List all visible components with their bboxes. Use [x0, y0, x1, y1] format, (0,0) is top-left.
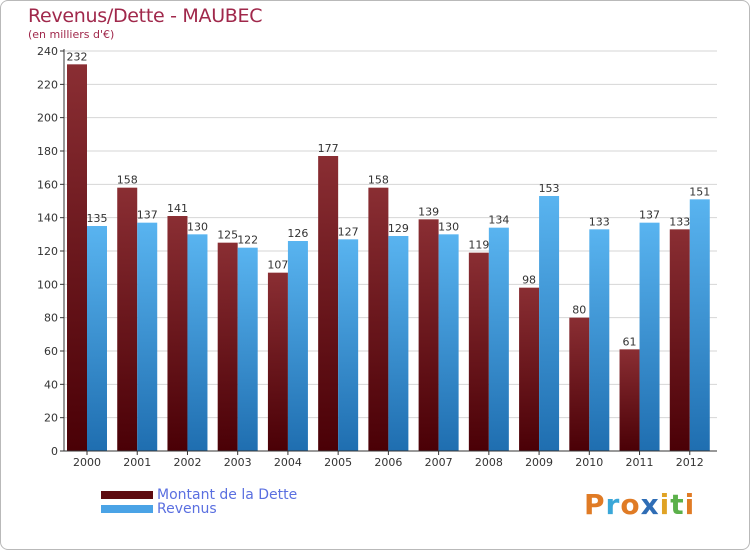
y-tick-label: 240	[37, 45, 58, 58]
y-tick-label: 180	[37, 145, 58, 158]
legend-item-revenus: Revenus	[101, 501, 217, 517]
data-label-dette-2005: 177	[318, 142, 339, 155]
bar-dette-2010	[569, 317, 590, 451]
data-label-revenus-2000: 135	[87, 212, 108, 225]
x-tick-label-2012: 2012	[676, 456, 704, 469]
data-label-revenus-2006: 129	[388, 222, 409, 235]
x-tick-label-2002: 2002	[173, 456, 201, 469]
legend-label-dette: Montant de la Dette	[157, 487, 298, 503]
bar-dette-2006	[368, 187, 389, 451]
x-tick-label-2003: 2003	[224, 456, 252, 469]
y-tick-label: 40	[44, 378, 58, 391]
data-label-dette-2008: 119	[468, 239, 489, 252]
bar-dette-2001	[117, 187, 138, 451]
brand-letter: o	[620, 488, 641, 521]
x-tick-label-2001: 2001	[123, 456, 151, 469]
bar-revenus-2005	[338, 239, 359, 451]
bar-dette-2002	[167, 216, 188, 451]
bar-revenus-2004	[287, 241, 308, 451]
x-tick-label-2010: 2010	[575, 456, 603, 469]
data-label-revenus-2003: 122	[237, 234, 258, 247]
y-tick-label: 100	[37, 278, 58, 291]
x-tick-label-2004: 2004	[274, 456, 302, 469]
bar-dette-2000	[67, 64, 87, 452]
y-tick-label: 0	[51, 445, 58, 458]
y-tick-label: 220	[37, 78, 58, 91]
data-label-revenus-2004: 126	[287, 227, 308, 240]
legend-item-dette: Montant de la Dette	[101, 487, 298, 503]
brand-logo: Proxiti	[584, 488, 695, 521]
x-tick-label-2009: 2009	[525, 456, 553, 469]
x-tick-label-2011: 2011	[626, 456, 654, 469]
data-label-dette-2011: 61	[623, 335, 637, 348]
data-label-revenus-2005: 127	[338, 225, 359, 238]
bar-revenus-2011	[639, 222, 660, 451]
bar-revenus-2000	[87, 226, 107, 451]
data-label-dette-2001: 158	[117, 174, 138, 187]
data-label-dette-2000: 232	[67, 50, 88, 63]
bar-revenus-2003	[237, 247, 258, 451]
x-tick-label-2005: 2005	[324, 456, 352, 469]
x-tick-label-2008: 2008	[475, 456, 503, 469]
bar-revenus-2001	[137, 222, 158, 451]
data-label-revenus-2012: 151	[689, 185, 710, 198]
data-label-dette-2003: 125	[217, 229, 238, 242]
chart-subtitle: (en milliers d'€)	[28, 28, 115, 41]
bar-dette-2012	[669, 229, 690, 451]
chart-title: Revenus/Dette - MAUBEC	[28, 5, 263, 27]
legend-label-revenus: Revenus	[157, 501, 217, 517]
bar-dette-2005	[318, 156, 339, 451]
data-label-dette-2007: 139	[418, 205, 439, 218]
x-tick-label-2006: 2006	[374, 456, 402, 469]
data-label-revenus-2009: 153	[539, 182, 560, 195]
data-label-revenus-2002: 130	[187, 220, 208, 233]
data-label-revenus-2010: 133	[589, 215, 610, 228]
bar-revenus-2007	[438, 234, 459, 451]
data-label-revenus-2008: 134	[488, 214, 509, 227]
bar-dette-2011	[619, 349, 640, 451]
data-label-dette-2012: 133	[669, 215, 690, 228]
y-tick-label: 20	[44, 412, 58, 425]
legend-swatch-dette	[101, 491, 153, 499]
bar-revenus-2009	[539, 196, 560, 451]
brand-letter: r	[605, 488, 621, 521]
y-tick-label: 120	[37, 245, 58, 258]
brand-letter: x	[640, 488, 660, 521]
x-tick-label-2000: 2000	[73, 456, 101, 469]
bar-revenus-2010	[589, 229, 610, 451]
brand-letter: P	[584, 488, 606, 521]
y-tick-label: 200	[37, 112, 58, 125]
y-tick-label: 140	[37, 212, 58, 225]
y-tick-label: 80	[44, 312, 58, 325]
brand-letter: i	[684, 488, 696, 521]
legend-swatch-revenus	[101, 505, 153, 513]
bars	[67, 64, 710, 452]
data-label-dette-2004: 107	[267, 259, 288, 272]
data-label-revenus-2001: 137	[137, 209, 158, 222]
data-label-revenus-2011: 137	[639, 209, 660, 222]
bar-revenus-2008	[488, 227, 509, 451]
bar-revenus-2012	[689, 199, 710, 451]
bar-revenus-2006	[388, 236, 409, 451]
bar-dette-2003	[217, 242, 238, 451]
data-label-dette-2009: 98	[522, 274, 536, 287]
y-tick-label: 60	[44, 345, 58, 358]
data-label-revenus-2007: 130	[438, 220, 459, 233]
brand-letter: i	[659, 488, 671, 521]
bar-dette-2009	[519, 287, 540, 451]
bar-dette-2007	[418, 219, 439, 451]
data-label-dette-2010: 80	[572, 304, 586, 317]
bar-revenus-2002	[187, 234, 208, 451]
data-label-dette-2002: 141	[167, 202, 188, 215]
y-tick-label: 160	[37, 178, 58, 191]
brand-letter: t	[670, 488, 685, 521]
data-label-dette-2006: 158	[368, 174, 389, 187]
bar-dette-2004	[267, 272, 288, 451]
x-tick-label-2007: 2007	[425, 456, 453, 469]
axes: 0 20 40 60 80 100 120 140 160 180 200 220 240 2000 200…	[37, 45, 717, 469]
bar-dette-2008	[468, 252, 489, 451]
